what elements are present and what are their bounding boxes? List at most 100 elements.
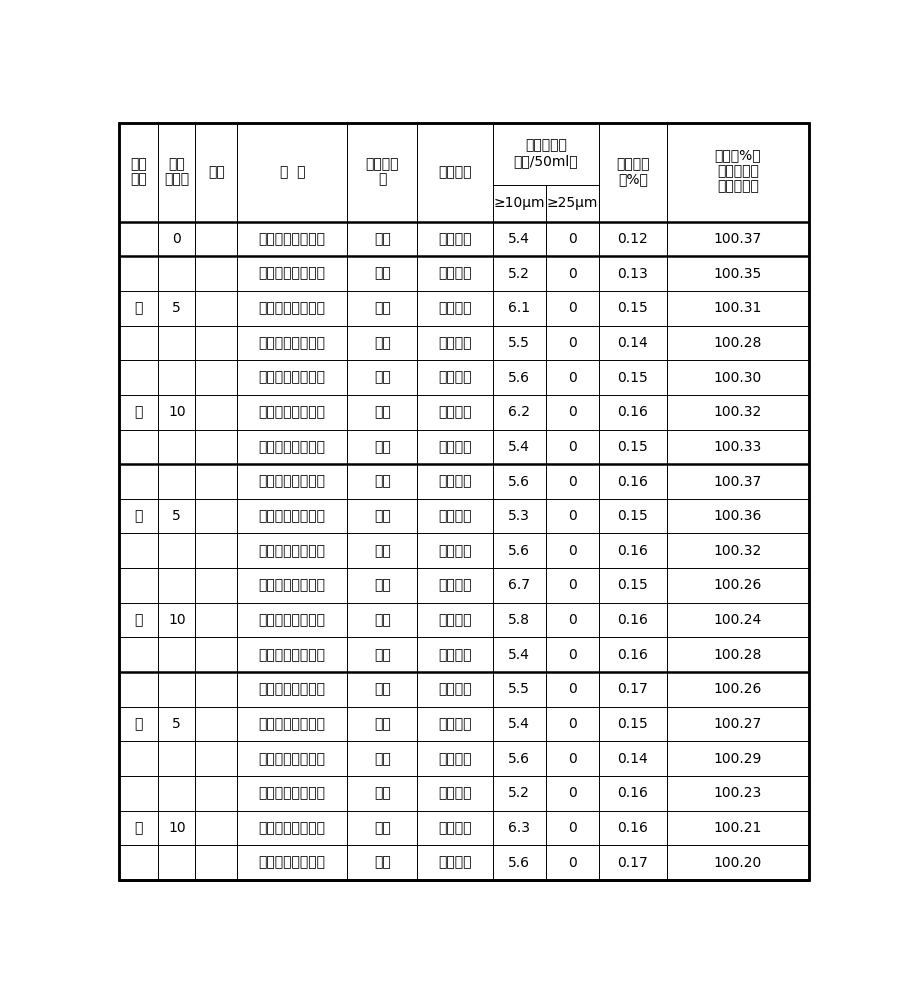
Text: 100.31: 100.31 [714,301,762,315]
Text: 100.32: 100.32 [714,544,762,558]
Text: 符合规定: 符合规定 [439,509,472,523]
Text: 温: 温 [135,405,143,419]
Text: ≥25μm: ≥25μm [546,196,598,210]
Text: 湿: 湿 [135,613,143,627]
Text: 澄明: 澄明 [374,786,390,800]
Text: 符合规定: 符合规定 [439,232,472,246]
Text: 5.5: 5.5 [508,682,530,696]
Text: 微黄色结晶性粉末: 微黄色结晶性粉末 [259,509,326,523]
Text: 澄明: 澄明 [374,682,390,696]
Text: 0.14: 0.14 [618,336,649,350]
Text: 5.2: 5.2 [508,267,530,281]
Text: 5: 5 [172,509,181,523]
Text: 100.37: 100.37 [714,475,762,489]
Text: 澄明: 澄明 [374,509,390,523]
Text: 100.20: 100.20 [714,856,762,870]
Text: （%）: （%） [618,172,648,186]
Text: 6.7: 6.7 [508,578,530,592]
Text: 澄明: 澄明 [374,752,390,766]
Text: 0: 0 [568,544,577,558]
Text: 微黄色结晶性粉末: 微黄色结晶性粉末 [259,232,326,246]
Text: 0: 0 [568,475,577,489]
Text: 孢甲肟计）: 孢甲肟计） [717,179,759,193]
Text: 5.4: 5.4 [508,717,530,731]
Text: 5.6: 5.6 [508,856,530,870]
Text: 100.23: 100.23 [714,786,762,800]
Text: 0.16: 0.16 [618,786,649,800]
Text: 0: 0 [568,509,577,523]
Text: 考察: 考察 [130,157,147,171]
Text: 有关物质: 有关物质 [616,157,650,171]
Text: 澄明: 澄明 [374,405,390,419]
Text: 微黄色结晶性粉末: 微黄色结晶性粉末 [259,613,326,627]
Text: 5.4: 5.4 [508,648,530,662]
Text: 5.8: 5.8 [508,613,530,627]
Text: 符合规定: 符合规定 [439,856,472,870]
Text: 0.16: 0.16 [618,544,649,558]
Text: ≥10μm: ≥10μm [494,196,545,210]
Text: （天）: （天） [164,172,189,186]
Text: 符合规定: 符合规定 [439,301,472,315]
Text: 含量（%）: 含量（%） [715,148,761,162]
Text: 100.36: 100.36 [714,509,762,523]
Text: 微黄色结晶性粉末: 微黄色结晶性粉末 [259,648,326,662]
Text: 5.6: 5.6 [508,371,530,385]
Text: 100.32: 100.32 [714,405,762,419]
Text: 澄明: 澄明 [374,544,390,558]
Text: （粒/50ml）: （粒/50ml） [514,154,578,168]
Text: 澄明: 澄明 [374,336,390,350]
Text: 5.6: 5.6 [508,752,530,766]
Text: 100.28: 100.28 [714,336,762,350]
Text: 符合规定: 符合规定 [439,405,472,419]
Text: 符合规定: 符合规定 [439,752,472,766]
Text: 100.27: 100.27 [714,717,762,731]
Text: 澄明: 澄明 [374,717,390,731]
Text: 0: 0 [568,267,577,281]
Text: 5.3: 5.3 [508,509,530,523]
Text: 6.2: 6.2 [508,405,530,419]
Text: 澄明: 澄明 [374,821,390,835]
Text: 符合规定: 符合规定 [439,440,472,454]
Text: 不溶性微粒: 不溶性微粒 [525,138,567,152]
Text: 0: 0 [568,648,577,662]
Text: 澄明: 澄明 [374,613,390,627]
Text: 符合规定: 符合规定 [439,821,472,835]
Text: 符合规定: 符合规定 [439,717,472,731]
Text: 微黄色结晶性粉末: 微黄色结晶性粉末 [259,371,326,385]
Text: 0.12: 0.12 [618,232,649,246]
Text: 0.17: 0.17 [618,682,649,696]
Text: 0.16: 0.16 [618,613,649,627]
Text: 微黄色结晶性粉末: 微黄色结晶性粉末 [259,544,326,558]
Text: 符合规定: 符合规定 [439,578,472,592]
Text: 性  状: 性 状 [280,165,305,179]
Text: 100.21: 100.21 [714,821,762,835]
Text: 溶液澄明: 溶液澄明 [365,157,399,171]
Text: 澄明: 澄明 [374,440,390,454]
Text: 微黄色结晶性粉末: 微黄色结晶性粉末 [259,336,326,350]
Text: 0.15: 0.15 [618,371,649,385]
Text: 澄明: 澄明 [374,578,390,592]
Text: 澄明: 澄明 [374,475,390,489]
Text: 5.2: 5.2 [508,786,530,800]
Text: 10: 10 [168,613,186,627]
Text: 微黄色结晶性粉末: 微黄色结晶性粉末 [259,440,326,454]
Text: 澄明: 澄明 [374,267,390,281]
Text: 100.30: 100.30 [714,371,762,385]
Text: 0.16: 0.16 [618,405,649,419]
Text: 0: 0 [568,752,577,766]
Text: 5.6: 5.6 [508,544,530,558]
Text: 0.15: 0.15 [618,717,649,731]
Text: 0: 0 [568,682,577,696]
Text: 0.15: 0.15 [618,440,649,454]
Text: 澄明: 澄明 [374,856,390,870]
Text: 符合规定: 符合规定 [439,786,472,800]
Text: 0: 0 [568,301,577,315]
Text: 10: 10 [168,821,186,835]
Text: 澄明: 澄明 [374,232,390,246]
Text: 微黄色结晶性粉末: 微黄色结晶性粉末 [259,856,326,870]
Text: 微黄色结晶性粉末: 微黄色结晶性粉末 [259,578,326,592]
Text: 澄明: 澄明 [374,301,390,315]
Text: 0.15: 0.15 [618,301,649,315]
Text: 符合规定: 符合规定 [439,267,472,281]
Text: 照: 照 [135,821,143,835]
